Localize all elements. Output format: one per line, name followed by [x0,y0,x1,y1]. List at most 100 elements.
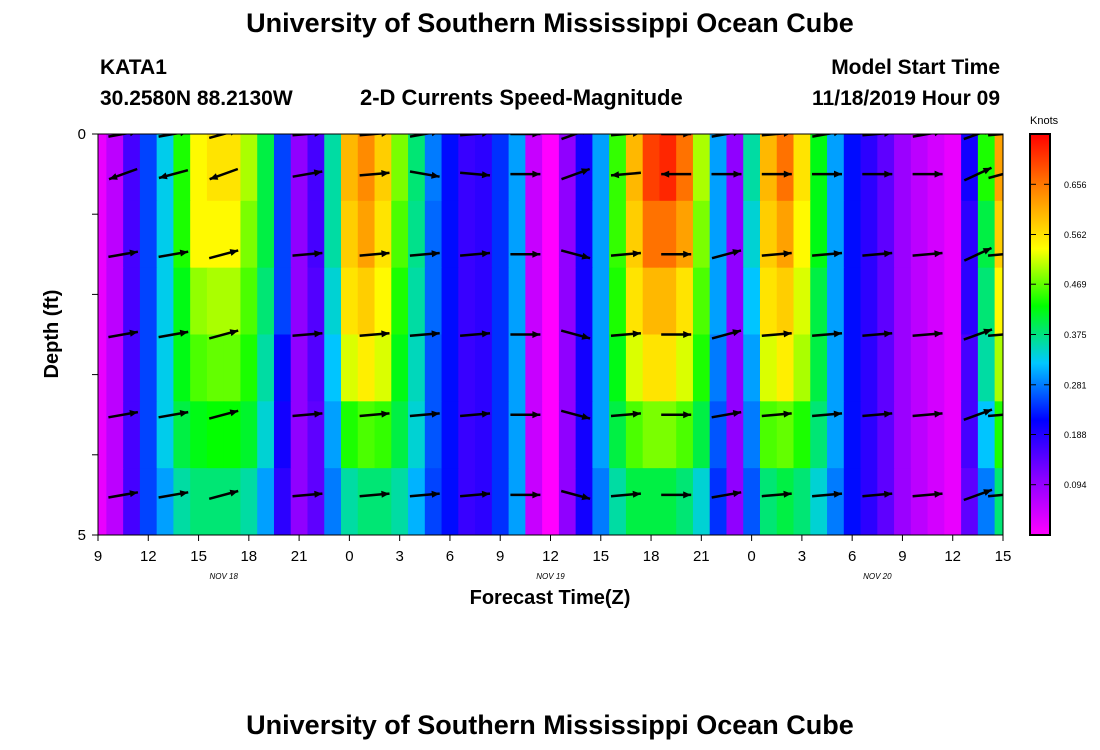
heat-cell [106,334,124,402]
heat-cell [642,267,661,336]
current-vector [862,134,892,137]
heat-cell [441,401,459,469]
heat-cell [341,267,359,336]
heat-cell [709,200,728,269]
heat-cell [558,401,577,469]
heat-cell [743,468,761,535]
heat-cell [944,200,962,269]
current-vector [812,134,838,138]
x-tick-label: 3 [396,548,404,565]
current-vector [912,250,943,258]
heat-cell [726,200,744,269]
heat-cell [977,267,996,336]
current-vector [661,250,692,258]
heat-cell [642,134,661,202]
heat-cell [408,200,426,269]
heat-cell [223,334,242,402]
current-vector [459,250,491,258]
heat-cell [927,267,945,336]
heat-cell [408,267,426,336]
heat-cell [542,200,560,269]
heat-cell [223,267,242,336]
colorbar: Knots 0.656 0.562 0.469 0.375 0.281 0.188 0.09… [1029,115,1087,536]
heat-cell [324,134,342,202]
heat-cell [357,267,376,336]
heat-cell [123,200,141,269]
heat-cell [776,134,795,202]
current-vector [560,489,591,501]
x-axis-label: Forecast Time(Z) [470,587,631,609]
heat-cell [625,134,644,202]
heat-cell [206,468,225,535]
current-vector [158,249,189,259]
heat-cell [98,334,107,402]
current-vector [108,249,139,259]
heat-cell [894,468,912,535]
heat-cell [558,134,577,202]
current-vector [292,330,323,338]
current-vector [359,410,390,418]
heat-cell [827,267,845,336]
current-vector [359,490,390,498]
heat-cell [508,134,526,202]
heat-cell [827,334,845,402]
current-vector [862,410,893,418]
heat-cell [575,334,593,402]
heat-cell [810,468,828,535]
heat-cell [173,334,191,402]
heat-cell [692,267,711,336]
current-vector [292,250,323,258]
heat-cell [759,334,778,402]
heat-cell [190,468,208,535]
current-vector [862,170,893,178]
heat-cell [475,334,493,402]
heat-cell [877,267,895,336]
heat-cell [206,134,225,202]
x-tick-label: 18 [643,548,660,565]
heat-cell [558,334,577,402]
heat-cell [827,200,845,269]
heat-cell [692,134,711,202]
current-vector [610,330,642,338]
heat-cell [324,200,342,269]
heat-cell [391,468,409,535]
current-vector [459,410,491,418]
heat-cell [793,200,811,269]
heat-cell [307,334,325,402]
heat-cell [927,134,945,202]
x-tick-label: 21 [291,548,308,565]
heat-cell [491,134,510,202]
heat-cell [341,200,359,269]
heat-cell [273,468,292,535]
heat-cell [475,134,493,202]
current-vector [862,250,893,258]
heat-cell [324,267,342,336]
heat-cell [676,134,694,202]
heat-cell [676,267,694,336]
heat-cell [206,401,225,469]
heat-cell [98,468,107,535]
current-vector [862,490,893,498]
heat-cell [491,267,510,336]
heat-cell [961,267,979,336]
heat-cell [257,134,275,202]
heat-cell [190,134,208,202]
heat-cell [391,134,409,202]
current-vector [987,333,1003,338]
heat-cell [391,200,409,269]
current-vector [987,253,1003,257]
heat-cell [575,468,593,535]
current-vector [208,249,239,260]
current-vector [610,134,641,137]
current-vector [761,134,792,137]
current-vector [292,134,322,137]
heat-cell [759,134,778,202]
heat-cell [910,401,929,469]
heat-cell [659,468,677,535]
heat-cell [692,468,711,535]
current-vector [158,168,189,180]
heat-cell [139,334,158,402]
heat-cell [558,267,577,336]
current-vector [661,331,692,338]
heat-cell [475,267,493,336]
